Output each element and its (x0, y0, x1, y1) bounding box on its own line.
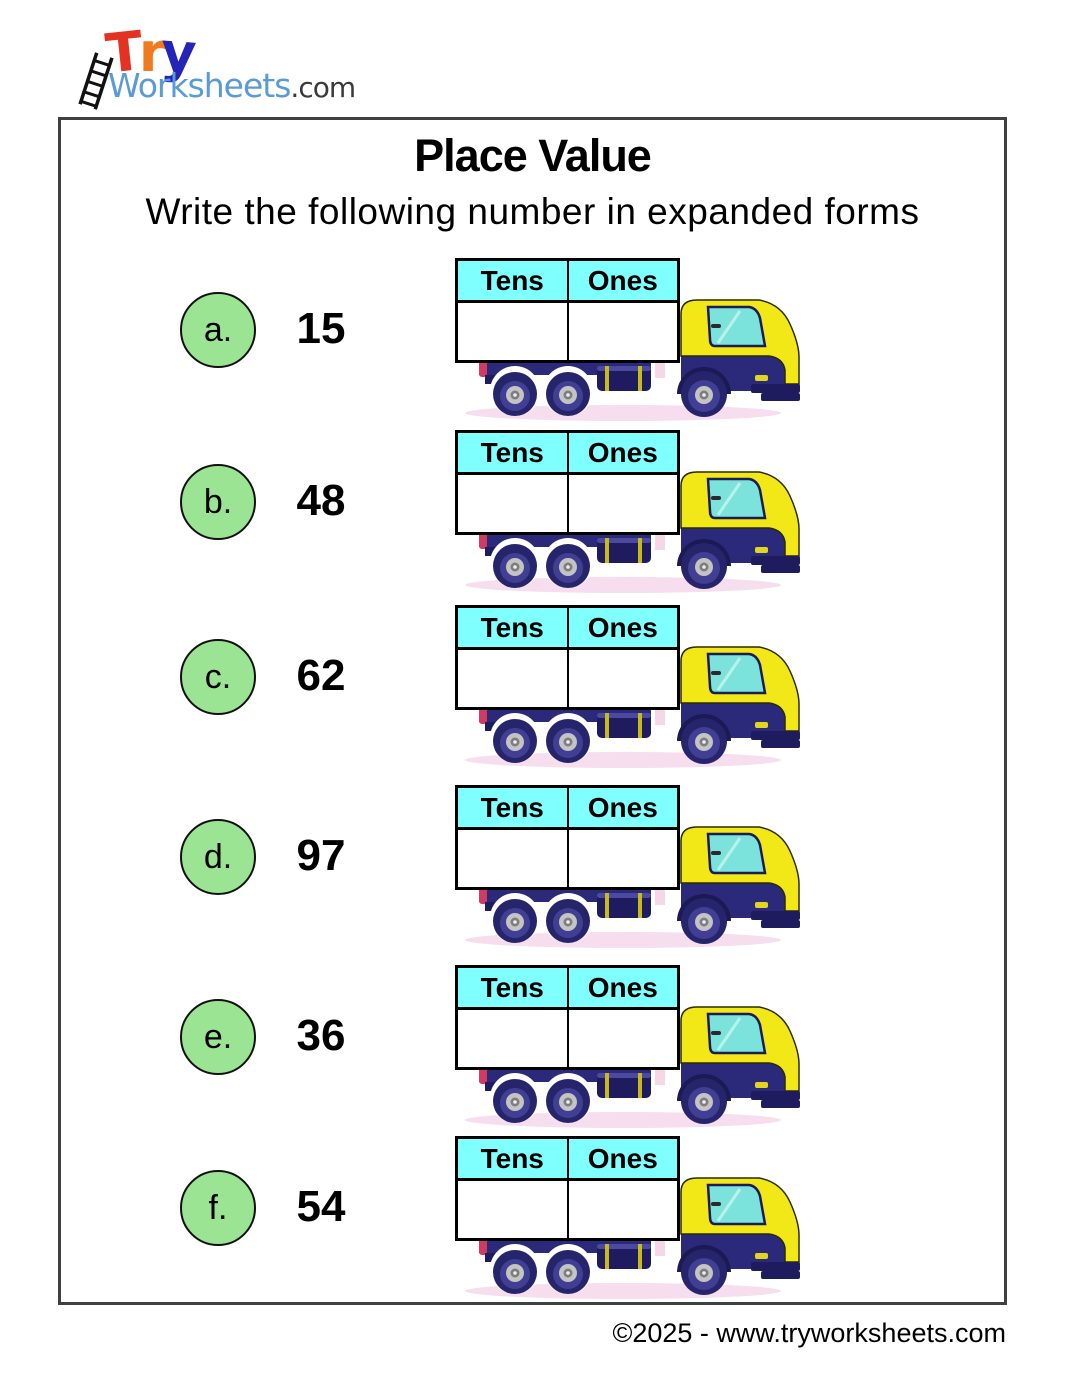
worksheet-row: d. 97 (61, 785, 1004, 950)
truck-illustration: Tens Ones (455, 430, 800, 595)
row-letter: b. (203, 482, 233, 521)
place-value-table: Tens Ones (455, 430, 680, 535)
ones-answer-cell[interactable] (569, 830, 678, 887)
ones-answer-cell[interactable] (569, 1010, 678, 1067)
ones-answer-cell[interactable] (569, 303, 678, 360)
truck-illustration: Tens Ones (455, 258, 800, 423)
worksheet-row: a. 15 (61, 258, 1004, 423)
instruction-text: Write the following number in expanded f… (145, 191, 920, 232)
table-answer-row (458, 1181, 677, 1238)
truck-illustration: Tens Ones (455, 785, 800, 950)
row-letter: d. (203, 837, 233, 876)
tens-header: Tens (458, 788, 569, 827)
ones-header: Ones (587, 436, 658, 468)
row-letter: e. (203, 1017, 233, 1056)
table-header-row: Tens Ones (458, 261, 677, 303)
row-number: 54 (296, 1182, 346, 1231)
worksheet-row: f. 54 (61, 1136, 1004, 1301)
tens-header: Tens (458, 433, 569, 472)
place-value-table: Tens Ones (455, 785, 680, 890)
table-answer-row (458, 650, 677, 707)
tens-answer-cell[interactable] (458, 1010, 569, 1067)
place-value-table: Tens Ones (455, 965, 680, 1070)
letter-badge: e. (180, 999, 256, 1075)
table-answer-row (458, 475, 677, 532)
place-value-table: Tens Ones (455, 605, 680, 710)
place-value-table: Tens Ones (455, 1136, 680, 1241)
row-number: 15 (296, 304, 346, 353)
table-answer-row (458, 303, 677, 360)
truck-image (465, 299, 800, 421)
ones-header: Ones (587, 791, 658, 823)
ones-answer-cell[interactable] (569, 475, 678, 532)
table-header-row: Tens Ones (458, 968, 677, 1010)
table-answer-row (458, 830, 677, 887)
row-number: 36 (296, 1011, 346, 1060)
tens-header: Tens (458, 261, 569, 300)
tens-answer-cell[interactable] (458, 303, 569, 360)
site-logo: Try Worksheets.com (78, 19, 384, 110)
truck-image (465, 646, 800, 768)
truck-image (465, 471, 800, 593)
truck-illustration: Tens Ones (455, 1136, 800, 1301)
letter-badge: b. (180, 464, 256, 540)
tens-answer-cell[interactable] (458, 650, 569, 707)
truck-illustration: Tens Ones (455, 965, 800, 1130)
letter-badge: c. (180, 639, 256, 715)
worksheet-frame: Place Value Write the following number i… (58, 117, 1007, 1305)
logo-worksheets: Worksheets.com (108, 66, 356, 106)
row-letter: a. (203, 310, 233, 349)
place-value-table: Tens Ones (455, 258, 680, 363)
tens-header: Tens (458, 968, 569, 1007)
table-header-row: Tens Ones (458, 788, 677, 830)
table-answer-row (458, 1010, 677, 1067)
logo-letter-r: r (138, 21, 166, 84)
truck-image (465, 826, 800, 948)
tens-header: Tens (458, 1139, 569, 1178)
truck-illustration: Tens Ones (455, 605, 800, 770)
worksheet-row: c. 62 (61, 605, 1004, 770)
letter-badge: d. (180, 819, 256, 895)
ones-answer-cell[interactable] (569, 1181, 678, 1238)
row-number: 62 (296, 651, 346, 700)
logo-dotcom: .com (290, 71, 356, 104)
tens-answer-cell[interactable] (458, 475, 569, 532)
worksheet-row: b. 48 (61, 430, 1004, 595)
ones-header: Ones (587, 971, 658, 1003)
truck-image (465, 1177, 800, 1299)
row-number: 97 (296, 831, 346, 880)
table-header-row: Tens Ones (458, 433, 677, 475)
row-letter: c. (204, 657, 232, 696)
logo-try: Try (103, 19, 195, 85)
table-header-row: Tens Ones (458, 608, 677, 650)
ladder-icon (78, 52, 114, 110)
letter-badge: f. (180, 1170, 256, 1246)
worksheet-row: e. 36 (61, 965, 1004, 1130)
ones-answer-cell[interactable] (569, 650, 678, 707)
row-letter: f. (208, 1188, 228, 1227)
logo-worksheets-text: Worksheets (108, 66, 291, 105)
ones-header: Ones (587, 611, 658, 643)
tens-answer-cell[interactable] (458, 830, 569, 887)
ones-header: Ones (587, 1142, 658, 1174)
page-title: Place Value (414, 130, 652, 181)
truck-image (465, 1006, 800, 1128)
table-header-row: Tens Ones (458, 1139, 677, 1181)
tens-header: Tens (458, 608, 569, 647)
tens-answer-cell[interactable] (458, 1181, 569, 1238)
letter-badge: a. (180, 292, 256, 368)
copyright-text: ©2025 - www.tryworksheets.com (612, 1318, 1006, 1348)
ones-header: Ones (587, 264, 658, 296)
row-number: 48 (296, 476, 346, 525)
